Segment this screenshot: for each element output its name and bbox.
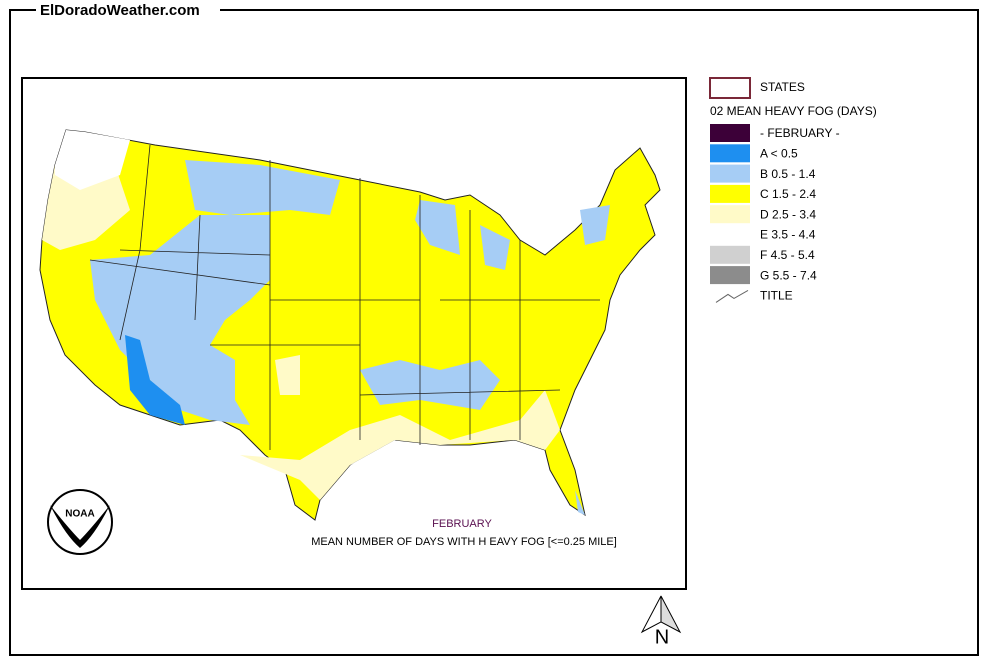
fog-zone-a-az — [125, 335, 185, 425]
logo-text: NOAA — [65, 509, 94, 520]
compass-right — [660, 595, 682, 634]
legend-title-label: TITLE — [760, 289, 793, 303]
fog-zone-b-fl — [575, 490, 585, 515]
fog-zone-e-gulf — [350, 440, 410, 465]
state-lines — [89, 144, 600, 450]
legend-label: D 2.5 - 3.4 — [760, 207, 816, 221]
us-map — [39, 129, 661, 521]
legend-swatch — [710, 124, 750, 142]
legend-label: C 1.5 - 2.4 — [760, 187, 816, 201]
legend-label: A < 0.5 — [760, 146, 798, 160]
outer-frame — [9, 9, 979, 656]
legend-label: F 4.5 - 5.4 — [760, 248, 815, 262]
map-month: FEBRUARY — [432, 518, 492, 530]
legend-label: B 0.5 - 1.4 — [760, 167, 816, 181]
fog-zone-b-north — [185, 160, 340, 215]
fog-zone-e-nw — [55, 130, 130, 190]
legend-swatch — [710, 144, 750, 163]
legend-swatch — [710, 164, 750, 183]
site-label-bg — [36, 2, 220, 20]
legend-label: E 3.5 - 4.4 — [760, 228, 816, 242]
site-name: ElDoradoWeather.com — [40, 2, 200, 19]
fog-zone-b-south — [360, 360, 500, 410]
legend-states-label: STATES — [760, 80, 805, 94]
legend-label: - FEBRUARY - — [760, 126, 840, 140]
legend-swatch — [710, 245, 750, 264]
legend-states-swatch — [709, 77, 751, 99]
legend-swatch — [710, 184, 750, 203]
map-caption: MEAN NUMBER OF DAYS WITH H EAVY FOG [<=0… — [311, 536, 617, 548]
legend-swatch — [710, 225, 750, 244]
legend-title: 02 MEAN HEAVY FOG (DAYS) — [710, 104, 877, 118]
logo-ring — [47, 489, 113, 555]
compass: N — [640, 595, 682, 648]
legend-swatch — [710, 266, 750, 285]
fog-zone-d-south — [240, 355, 560, 500]
legend-label: G 5.5 - 7.4 — [760, 268, 817, 282]
fog-zone-b-west — [90, 215, 270, 425]
legend-swatch — [710, 205, 750, 224]
legend-title-icon — [715, 289, 749, 303]
legend: STATES 02 MEAN HEAVY FOG (DAYS) - FEBRUA… — [709, 77, 877, 303]
fog-zone-b-lakes — [415, 200, 610, 270]
noaa-logo: NOAA — [47, 489, 113, 555]
compass-label: N — [655, 626, 669, 648]
